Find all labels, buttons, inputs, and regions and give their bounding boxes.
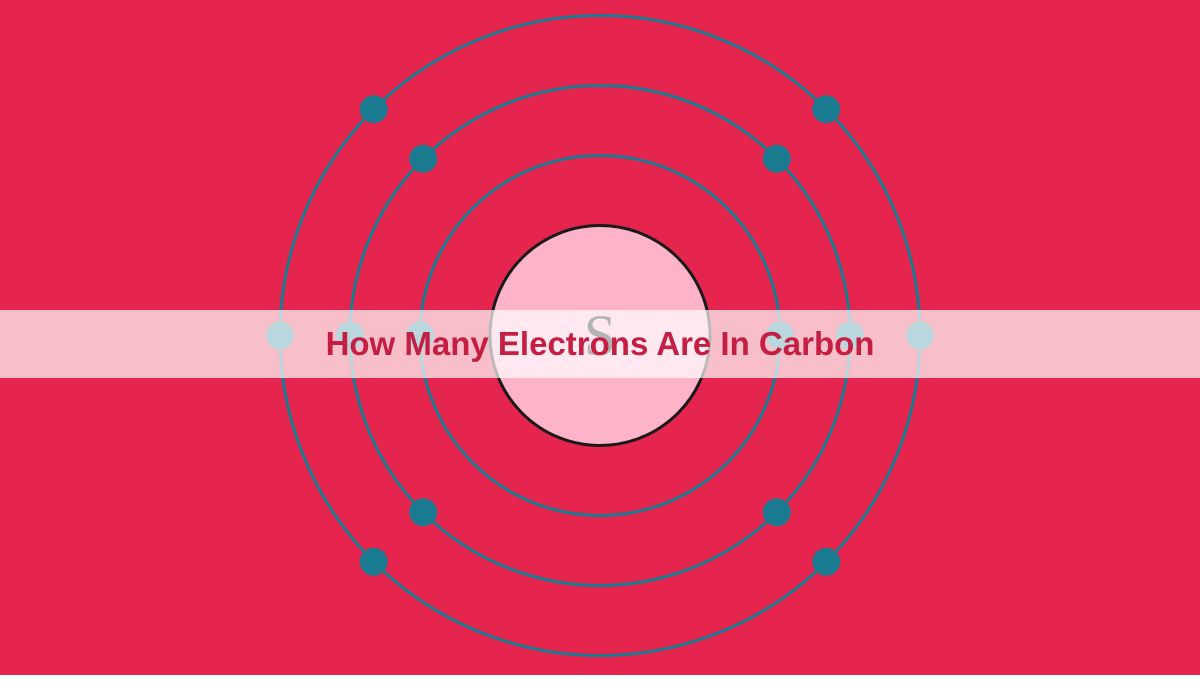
electron <box>812 547 840 575</box>
electron <box>409 144 437 172</box>
electron <box>763 498 791 526</box>
electron <box>360 95 388 123</box>
banner-text: How Many Electrons Are In Carbon <box>326 325 875 363</box>
electron <box>812 95 840 123</box>
title-banner: How Many Electrons Are In Carbon <box>0 310 1200 378</box>
electron <box>360 547 388 575</box>
electron <box>409 498 437 526</box>
electron <box>763 144 791 172</box>
